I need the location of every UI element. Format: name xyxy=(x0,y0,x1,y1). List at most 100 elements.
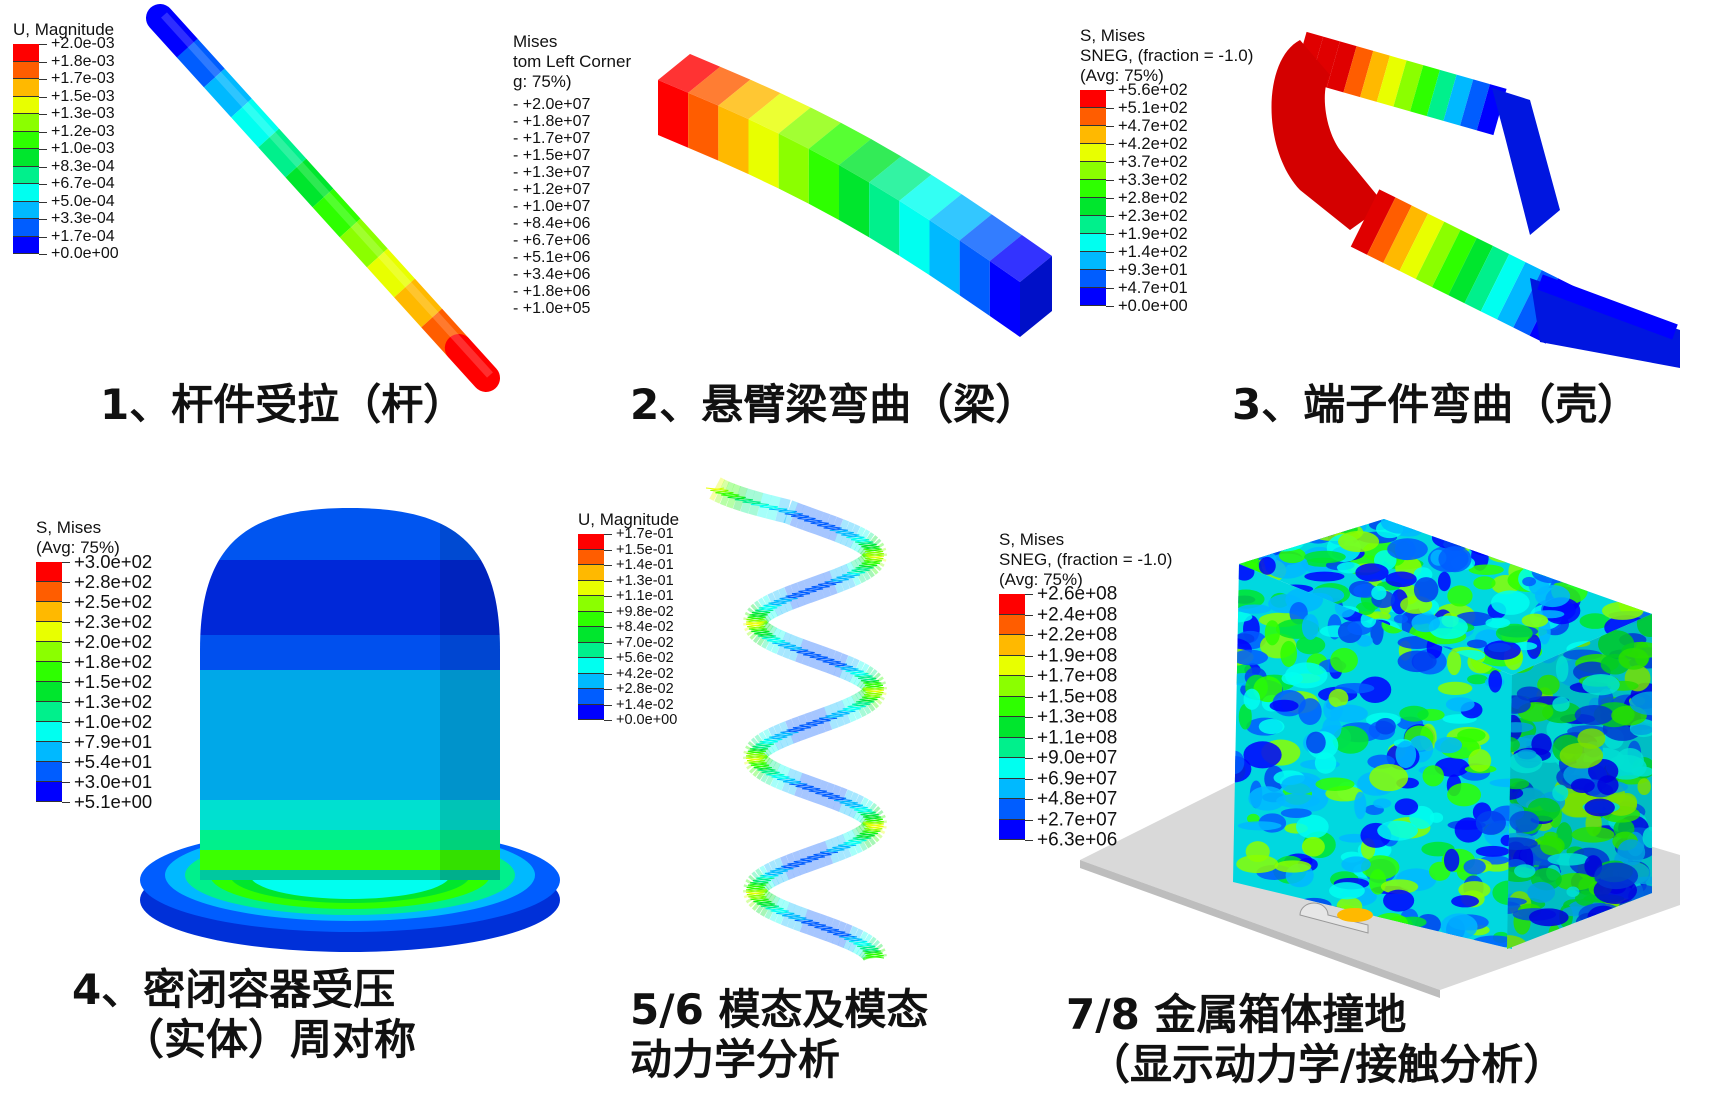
legend-swatch xyxy=(578,704,604,720)
spring-mesh-line xyxy=(828,661,841,665)
spring-mesh-line xyxy=(753,764,770,769)
legend-value: +1.8e-03 xyxy=(51,52,115,70)
spring-mesh-line xyxy=(759,738,783,743)
legend-tick xyxy=(1106,144,1114,145)
stress-blob xyxy=(1458,525,1475,539)
stress-blob xyxy=(1457,533,1488,543)
legend-value: +3.7e+02 xyxy=(1118,152,1188,171)
stress-blob xyxy=(1233,649,1269,666)
beam-top-band xyxy=(869,156,932,201)
spring-mesh-line xyxy=(834,663,848,668)
legend-swatch xyxy=(36,662,62,682)
spring-mesh-line xyxy=(816,656,828,661)
beam-top-band xyxy=(778,107,841,149)
legend-swatch xyxy=(13,44,39,62)
caption-line: 动力学分析 xyxy=(630,1035,841,1085)
stress-blob xyxy=(1248,786,1286,811)
spring-mesh-line xyxy=(757,767,772,771)
legend-value: +1.5e+02 xyxy=(74,670,153,692)
stress-blob xyxy=(1434,757,1470,777)
spring-mesh-line xyxy=(775,865,800,870)
spring-mesh-line xyxy=(864,950,881,954)
rod-band xyxy=(339,218,388,268)
caption-line: （实体）周对称 xyxy=(122,1015,417,1065)
vessel-band xyxy=(200,800,500,830)
stress-blob xyxy=(1358,676,1392,703)
legend-row: +1.5e-01 xyxy=(578,542,679,565)
stress-blob xyxy=(1490,590,1530,615)
rod-band xyxy=(146,4,202,62)
stress-blob xyxy=(1371,585,1387,600)
legend-row: +6.7e-04 xyxy=(13,176,115,202)
legend-swatch xyxy=(999,594,1025,615)
beam-top-shade xyxy=(778,107,841,149)
stress-blob xyxy=(1258,719,1285,735)
legend-value: +5.6e+02 xyxy=(1118,80,1188,99)
legend-row: +1.1e-01 xyxy=(578,589,679,612)
stress-blob xyxy=(1570,778,1595,794)
beam-side-band xyxy=(778,133,809,204)
beam-top-shade xyxy=(688,66,751,106)
stress-blob xyxy=(1534,584,1571,608)
spring-mesh-line xyxy=(814,924,826,928)
stress-blob xyxy=(1547,853,1590,866)
beam-side-band xyxy=(658,80,689,148)
spring-mesh-line xyxy=(826,847,851,851)
spring-mesh-line xyxy=(853,807,868,811)
ground-pipe xyxy=(1299,902,1369,934)
legend-value: +2.0e-03 xyxy=(51,35,115,52)
stress-blob xyxy=(1306,731,1326,754)
legend-tick xyxy=(39,219,47,220)
spring-mesh-line xyxy=(859,830,881,834)
legend-value: +3.0e+02 xyxy=(74,550,153,572)
vessel-band xyxy=(200,850,500,870)
spring-legend: U, Magnitude +1.7e-01 +1.5e-01 +1.4e-01 +1.3… xyxy=(578,510,679,727)
stress-blob xyxy=(1315,777,1355,791)
beam-side-band xyxy=(808,148,839,220)
legend-swatch xyxy=(36,562,62,582)
spring-mesh-line xyxy=(745,753,765,757)
shell-diagonal-band xyxy=(1480,254,1526,320)
spring-mesh-line xyxy=(762,635,777,639)
stress-blob xyxy=(1509,519,1547,538)
beam-top-band xyxy=(808,122,871,165)
spring-mesh-line xyxy=(850,670,864,675)
spring-mesh-line xyxy=(750,501,761,505)
spring-mesh-line xyxy=(805,586,830,590)
stress-blob xyxy=(1597,775,1619,795)
spring-mesh-line xyxy=(752,877,775,881)
stress-blob xyxy=(1457,728,1486,743)
legend-value: - +1.5e+07 xyxy=(513,146,591,164)
spring-mesh-line xyxy=(746,755,765,759)
beam-side-band xyxy=(869,182,900,256)
legend-tick xyxy=(604,534,612,535)
legend-row: +9.3e+01 xyxy=(1080,262,1253,288)
legend-tick xyxy=(1025,676,1033,677)
legend-swatch xyxy=(578,689,604,705)
legend-tick xyxy=(604,673,612,675)
legend-swatch xyxy=(999,819,1025,840)
terminal-shell-model xyxy=(1271,31,1680,368)
stress-blob xyxy=(1399,705,1429,722)
legend-value: +1.7e-04 xyxy=(51,227,115,245)
rod-band xyxy=(258,128,307,178)
rod-band xyxy=(285,158,334,208)
legend-row: +5.1e+02 xyxy=(1080,100,1253,126)
stress-blob xyxy=(1332,725,1369,754)
spring-mesh-line xyxy=(747,748,768,752)
spring-mesh-line xyxy=(785,593,811,597)
legend-row: +1.5e+08 xyxy=(999,687,1172,717)
stress-blob xyxy=(1540,836,1565,856)
spring-mesh-line xyxy=(839,800,853,804)
spring-mesh-line xyxy=(746,616,766,621)
legend-value: +1.1e-01 xyxy=(616,587,674,604)
stress-blob xyxy=(1397,650,1437,673)
legend-scale: +2.0e-03 +1.8e-03 +1.7e-03 +1.5e-03 +1.3e-03… xyxy=(13,36,119,262)
spring-mesh-line xyxy=(755,741,778,745)
stress-blob xyxy=(1443,848,1460,872)
stress-blob xyxy=(1531,519,1563,539)
spring-mesh-line xyxy=(721,492,734,496)
legend-value: +8.3e-04 xyxy=(51,157,115,175)
legend-tick xyxy=(1106,126,1114,127)
spring-mesh-line xyxy=(748,882,769,886)
